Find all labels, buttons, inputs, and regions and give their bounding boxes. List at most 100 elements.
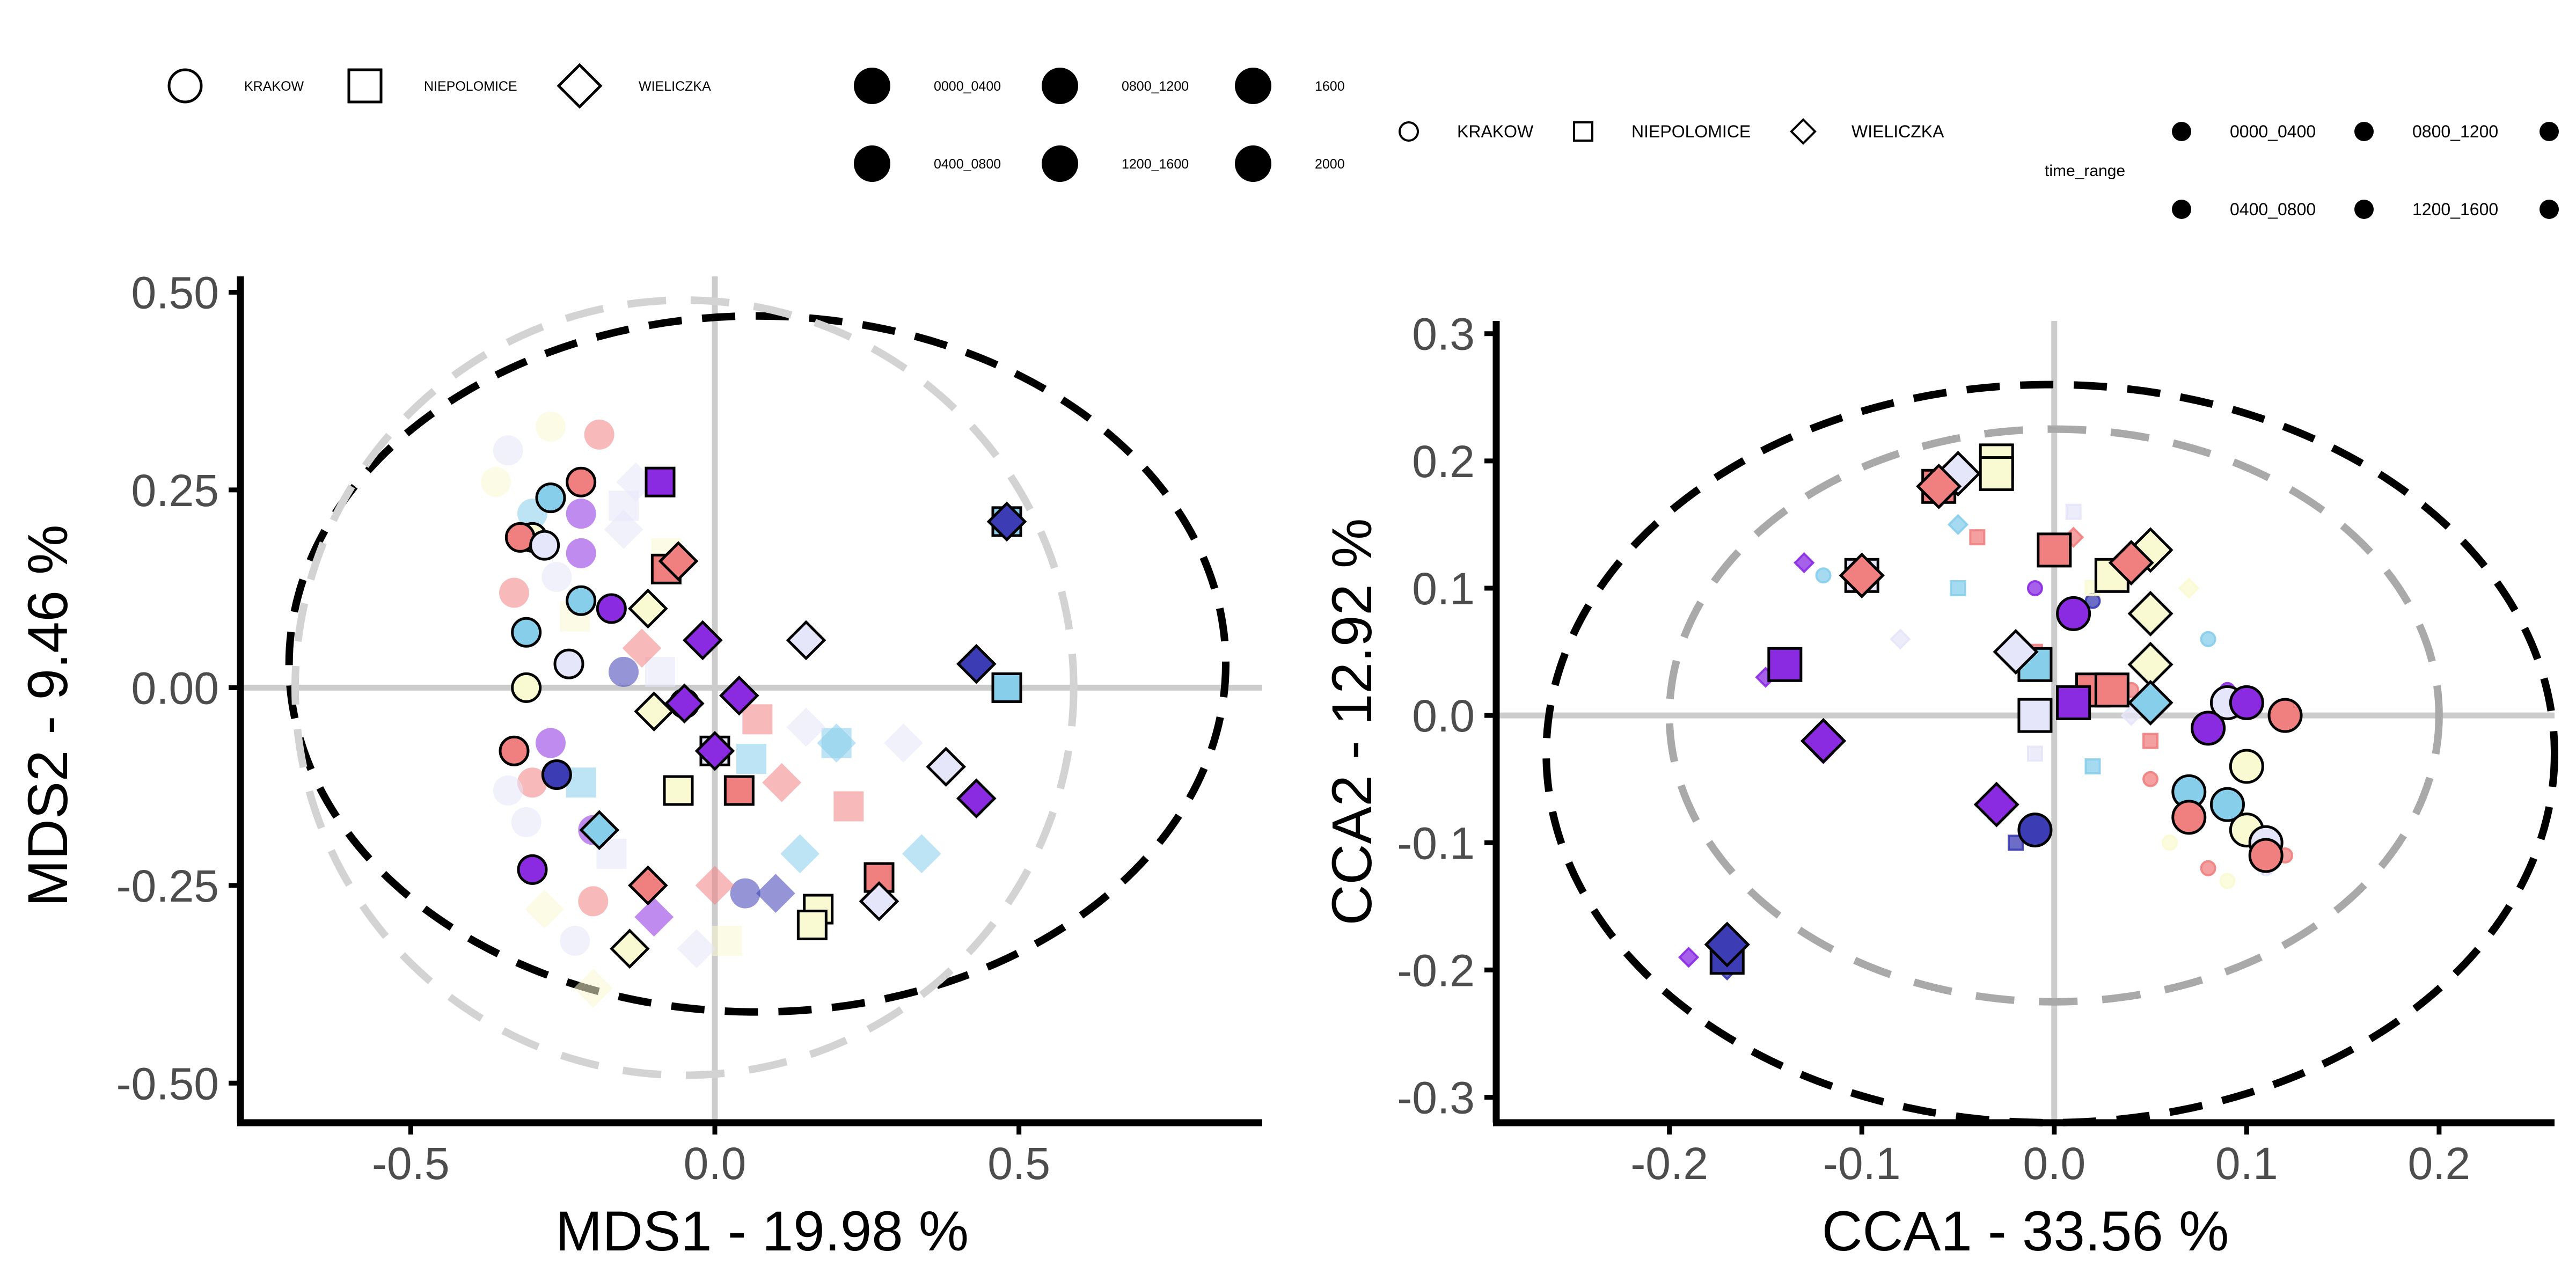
x-axis-title: CCA1 - 33.56 %: [1822, 1200, 2229, 1263]
data-point-krakow: [597, 595, 625, 623]
data-point-niepolomice: [736, 744, 766, 774]
legend-label: KRAKOW: [1457, 122, 1534, 141]
legend-label: NIEPOLOMICE: [1631, 122, 1751, 141]
data-point-krakow: [2230, 750, 2263, 782]
data-point-niepolomice: [2028, 747, 2042, 760]
data-point-krakow: [566, 538, 596, 568]
legend-size-key: [2172, 122, 2191, 141]
legend-title: time_range: [2045, 162, 2125, 180]
y-tick-label: -0.3: [1397, 1073, 1475, 1123]
data-point-krakow: [566, 499, 596, 529]
legend-size-key: [2540, 200, 2559, 219]
legend-label: 0400_0800: [934, 157, 1001, 172]
x-tick-label: 0.2: [2407, 1138, 2470, 1189]
legend-size-key: [1042, 68, 1078, 104]
data-point-niepolomice: [833, 791, 863, 821]
data-point-krakow: [2058, 597, 2090, 630]
data-point-niepolomice: [2019, 699, 2051, 731]
data-point-krakow: [2250, 839, 2282, 872]
y-tick-label: 0.1: [1412, 564, 1475, 614]
legend-label: 0800_1200: [1122, 79, 1189, 94]
data-point-niepolomice: [2096, 674, 2128, 706]
data-point-krakow: [567, 468, 595, 496]
data-point-niepolomice: [2143, 734, 2157, 748]
data-point-niepolomice: [798, 911, 826, 939]
legend-key-square: [349, 70, 381, 102]
y-axis-title: MDS2 - 9.46 %: [17, 525, 79, 907]
data-point-krakow: [537, 484, 565, 512]
x-tick-label: 0.0: [684, 1138, 747, 1189]
y-axis-title: CCA2 - 12.92 %: [1321, 518, 1384, 926]
data-point-niepolomice: [1980, 458, 2012, 490]
data-point-krakow: [555, 650, 583, 678]
x-tick-label: -0.1: [1823, 1138, 1901, 1189]
x-tick-label: -0.5: [372, 1138, 450, 1189]
legend-label: 0400_0800: [2230, 200, 2316, 219]
y-tick-label: 0.25: [131, 465, 219, 516]
x-tick-label: 0.1: [2215, 1138, 2278, 1189]
legend-label: 0800_1200: [2412, 122, 2498, 141]
legend-label: KRAKOW: [244, 79, 304, 94]
data-point-krakow: [536, 412, 566, 442]
data-point-krakow: [1817, 568, 1831, 582]
legend-size-key: [1235, 145, 1271, 182]
data-point-niepolomice: [2058, 686, 2090, 719]
legend-size-key: [2172, 200, 2191, 219]
data-point-niepolomice: [2067, 505, 2081, 519]
data-point-krakow: [518, 855, 546, 883]
data-point-niepolomice: [664, 777, 692, 804]
data-point-krakow: [500, 737, 528, 765]
legend-size-key: [2354, 200, 2374, 219]
x-tick-label: 0.5: [987, 1138, 1050, 1189]
data-point-krakow: [2220, 874, 2234, 888]
data-point-krakow: [543, 761, 570, 789]
legend-size-key: [1042, 145, 1078, 182]
legend-size-key: [2354, 122, 2374, 141]
legend-size-key: [854, 68, 890, 104]
data-point-krakow: [2173, 801, 2205, 833]
data-point-niepolomice: [645, 657, 675, 687]
data-point-niepolomice: [2038, 534, 2070, 566]
legend-label: WIELICZKA: [1851, 122, 1944, 141]
y-tick-label: 0.00: [131, 663, 219, 713]
legend-label: 1200_1600: [2412, 200, 2498, 219]
data-point-niepolomice: [1769, 648, 1801, 680]
data-point-krakow: [584, 420, 614, 450]
data-point-niepolomice: [725, 777, 753, 804]
data-point-krakow: [2230, 686, 2263, 719]
y-tick-label: 0.2: [1412, 436, 1475, 487]
data-point-krakow: [578, 886, 608, 916]
legend-size-key: [854, 145, 890, 182]
data-point-niepolomice: [712, 926, 742, 956]
data-point-krakow: [536, 728, 566, 758]
legend-label: 2000: [1315, 157, 1345, 172]
legend-key-circle: [169, 70, 201, 102]
data-point-krakow: [2163, 836, 2177, 850]
data-point-krakow: [2201, 861, 2215, 875]
data-point-krakow: [730, 879, 760, 909]
legend-label: 1600: [1315, 79, 1345, 94]
data-point-krakow: [513, 618, 540, 646]
data-point-krakow: [567, 587, 595, 614]
legend-label: 0000_0400: [2230, 122, 2316, 141]
y-tick-label: 0.3: [1412, 309, 1475, 360]
y-tick-label: -0.1: [1397, 818, 1475, 868]
legend-label: 0000_0400: [934, 79, 1001, 94]
legend-label: 1200_1600: [1122, 157, 1189, 172]
y-tick-label: -0.50: [116, 1058, 219, 1109]
legend-key-square: [1574, 122, 1592, 141]
data-point-niepolomice: [2085, 759, 2099, 773]
data-point-krakow: [493, 435, 523, 465]
data-point-krakow: [2201, 632, 2215, 646]
y-tick-label: 0.0: [1412, 691, 1475, 741]
data-point-niepolomice: [646, 468, 674, 496]
data-point-niepolomice: [742, 704, 772, 734]
data-point-krakow: [493, 775, 523, 806]
legend-size-key: [2540, 122, 2559, 141]
legend-key-circle: [1400, 122, 1418, 141]
data-point-krakow: [499, 578, 529, 608]
data-point-krakow: [2028, 581, 2042, 595]
data-point-krakow: [541, 562, 572, 592]
data-point-krakow: [2192, 712, 2224, 744]
